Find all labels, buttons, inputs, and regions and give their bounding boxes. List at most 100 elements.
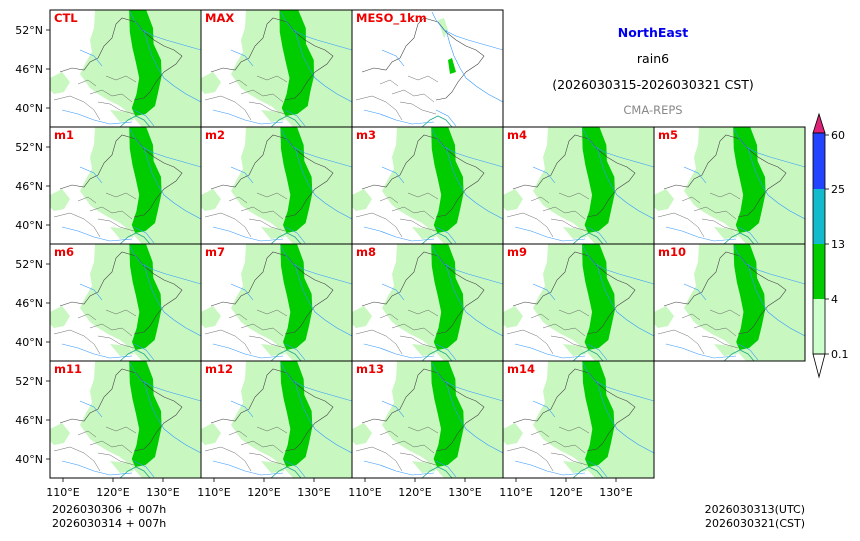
moderate-rain-band — [582, 244, 615, 350]
coastline — [572, 232, 604, 244]
lat-tick-label: 40°N — [15, 102, 43, 115]
river — [79, 283, 103, 301]
light-rain-area — [50, 72, 70, 94]
map-panel-m3: m3 — [351, 126, 504, 245]
moderate-rain-band — [733, 244, 766, 350]
lon-tick-label: 110°E — [499, 486, 532, 499]
colorbar-bin-25-60 — [813, 133, 825, 189]
map-panel-m7: m7 — [200, 243, 353, 362]
coastline — [723, 232, 755, 244]
map-panel-m9: m9 — [502, 243, 655, 362]
coastline — [421, 232, 453, 244]
panel-label-m6: m6 — [54, 245, 74, 259]
river — [230, 49, 254, 67]
river — [733, 245, 805, 285]
river — [280, 362, 352, 402]
river — [212, 460, 284, 476]
river — [129, 362, 201, 402]
light-rain-area — [158, 419, 190, 435]
coastline — [421, 349, 453, 361]
river — [294, 146, 352, 220]
river — [445, 263, 503, 337]
panel-label-m4: m4 — [507, 128, 527, 142]
river — [435, 343, 457, 361]
light-rain-area — [503, 423, 523, 445]
valid-time: 2026030314 + 007h — [52, 517, 166, 530]
light-rain-area — [110, 227, 134, 239]
province-border — [77, 79, 97, 87]
province-border — [204, 446, 252, 472]
map-panel-m13: m13 — [351, 360, 504, 479]
river — [143, 263, 201, 337]
river — [230, 400, 254, 418]
utc-time: 2026030313(UTC) — [705, 503, 805, 516]
light-rain-area — [460, 302, 492, 318]
country-border — [59, 134, 183, 218]
river — [586, 343, 608, 361]
province-border — [379, 196, 399, 204]
province-border — [77, 313, 97, 321]
light-rain-area — [412, 344, 436, 356]
river — [129, 11, 201, 51]
panel-label-m5: m5 — [658, 128, 678, 142]
light-rain-area — [309, 302, 341, 318]
river — [747, 263, 805, 337]
lat-tick-label: 46°N — [15, 63, 43, 76]
colorbar-bin-0.1-4 — [813, 299, 825, 354]
coastline — [270, 232, 302, 244]
moderate-rain-band — [280, 244, 313, 350]
map-panel-m11: m11 — [49, 360, 202, 479]
map-panel-m1: m1 — [49, 126, 202, 245]
colorbar-extend-high — [812, 112, 826, 134]
light-rain-area — [110, 344, 134, 356]
river — [212, 226, 284, 242]
river — [61, 109, 133, 125]
light-rain-area — [563, 227, 587, 239]
river — [532, 283, 556, 301]
country-border — [663, 134, 787, 218]
river — [431, 362, 503, 402]
light-rain-area — [201, 306, 221, 328]
lon-tick-label: 120°E — [549, 486, 582, 499]
province-border — [53, 446, 101, 472]
river — [435, 226, 457, 244]
init-time: 2026030306 + 007h — [52, 503, 166, 516]
country-border — [210, 251, 334, 335]
light-rain-area — [201, 72, 221, 94]
province-border — [391, 206, 435, 220]
province-border — [204, 329, 252, 355]
province-border — [399, 452, 437, 466]
province-border — [506, 446, 554, 472]
province-border — [709, 309, 741, 317]
province-border — [530, 196, 550, 204]
panel-label-m1: m1 — [54, 128, 74, 142]
river — [514, 226, 586, 242]
light-rain-area — [460, 419, 492, 435]
map-panel-m2: m2 — [200, 126, 353, 245]
colorbar-extend-low — [812, 353, 826, 379]
province-border — [407, 75, 439, 83]
moderate-rain-band — [582, 361, 615, 467]
river — [129, 245, 201, 285]
river — [683, 166, 707, 184]
colorbar-tick-label: 25 — [831, 183, 845, 196]
axes: 52°N 46°N 40°N 52°N 46°N 40°N 52°N 46°N 40°N 52°N… — [15, 24, 633, 499]
province-border — [542, 323, 586, 337]
province-border — [355, 212, 403, 238]
province-border — [77, 430, 97, 438]
river — [596, 263, 654, 337]
river — [737, 226, 759, 244]
light-rain-area — [460, 185, 492, 201]
province-border — [248, 335, 286, 349]
province-border — [379, 79, 399, 87]
province-border — [240, 89, 284, 103]
map-panel-m4: m4 — [502, 126, 655, 245]
river — [230, 283, 254, 301]
country-border — [210, 17, 334, 101]
province-border — [550, 335, 588, 349]
province-border — [379, 430, 399, 438]
coastline — [270, 349, 302, 361]
colorbar-tick-label: 13 — [831, 238, 845, 251]
light-rain-area — [762, 302, 794, 318]
country-border — [210, 134, 334, 218]
